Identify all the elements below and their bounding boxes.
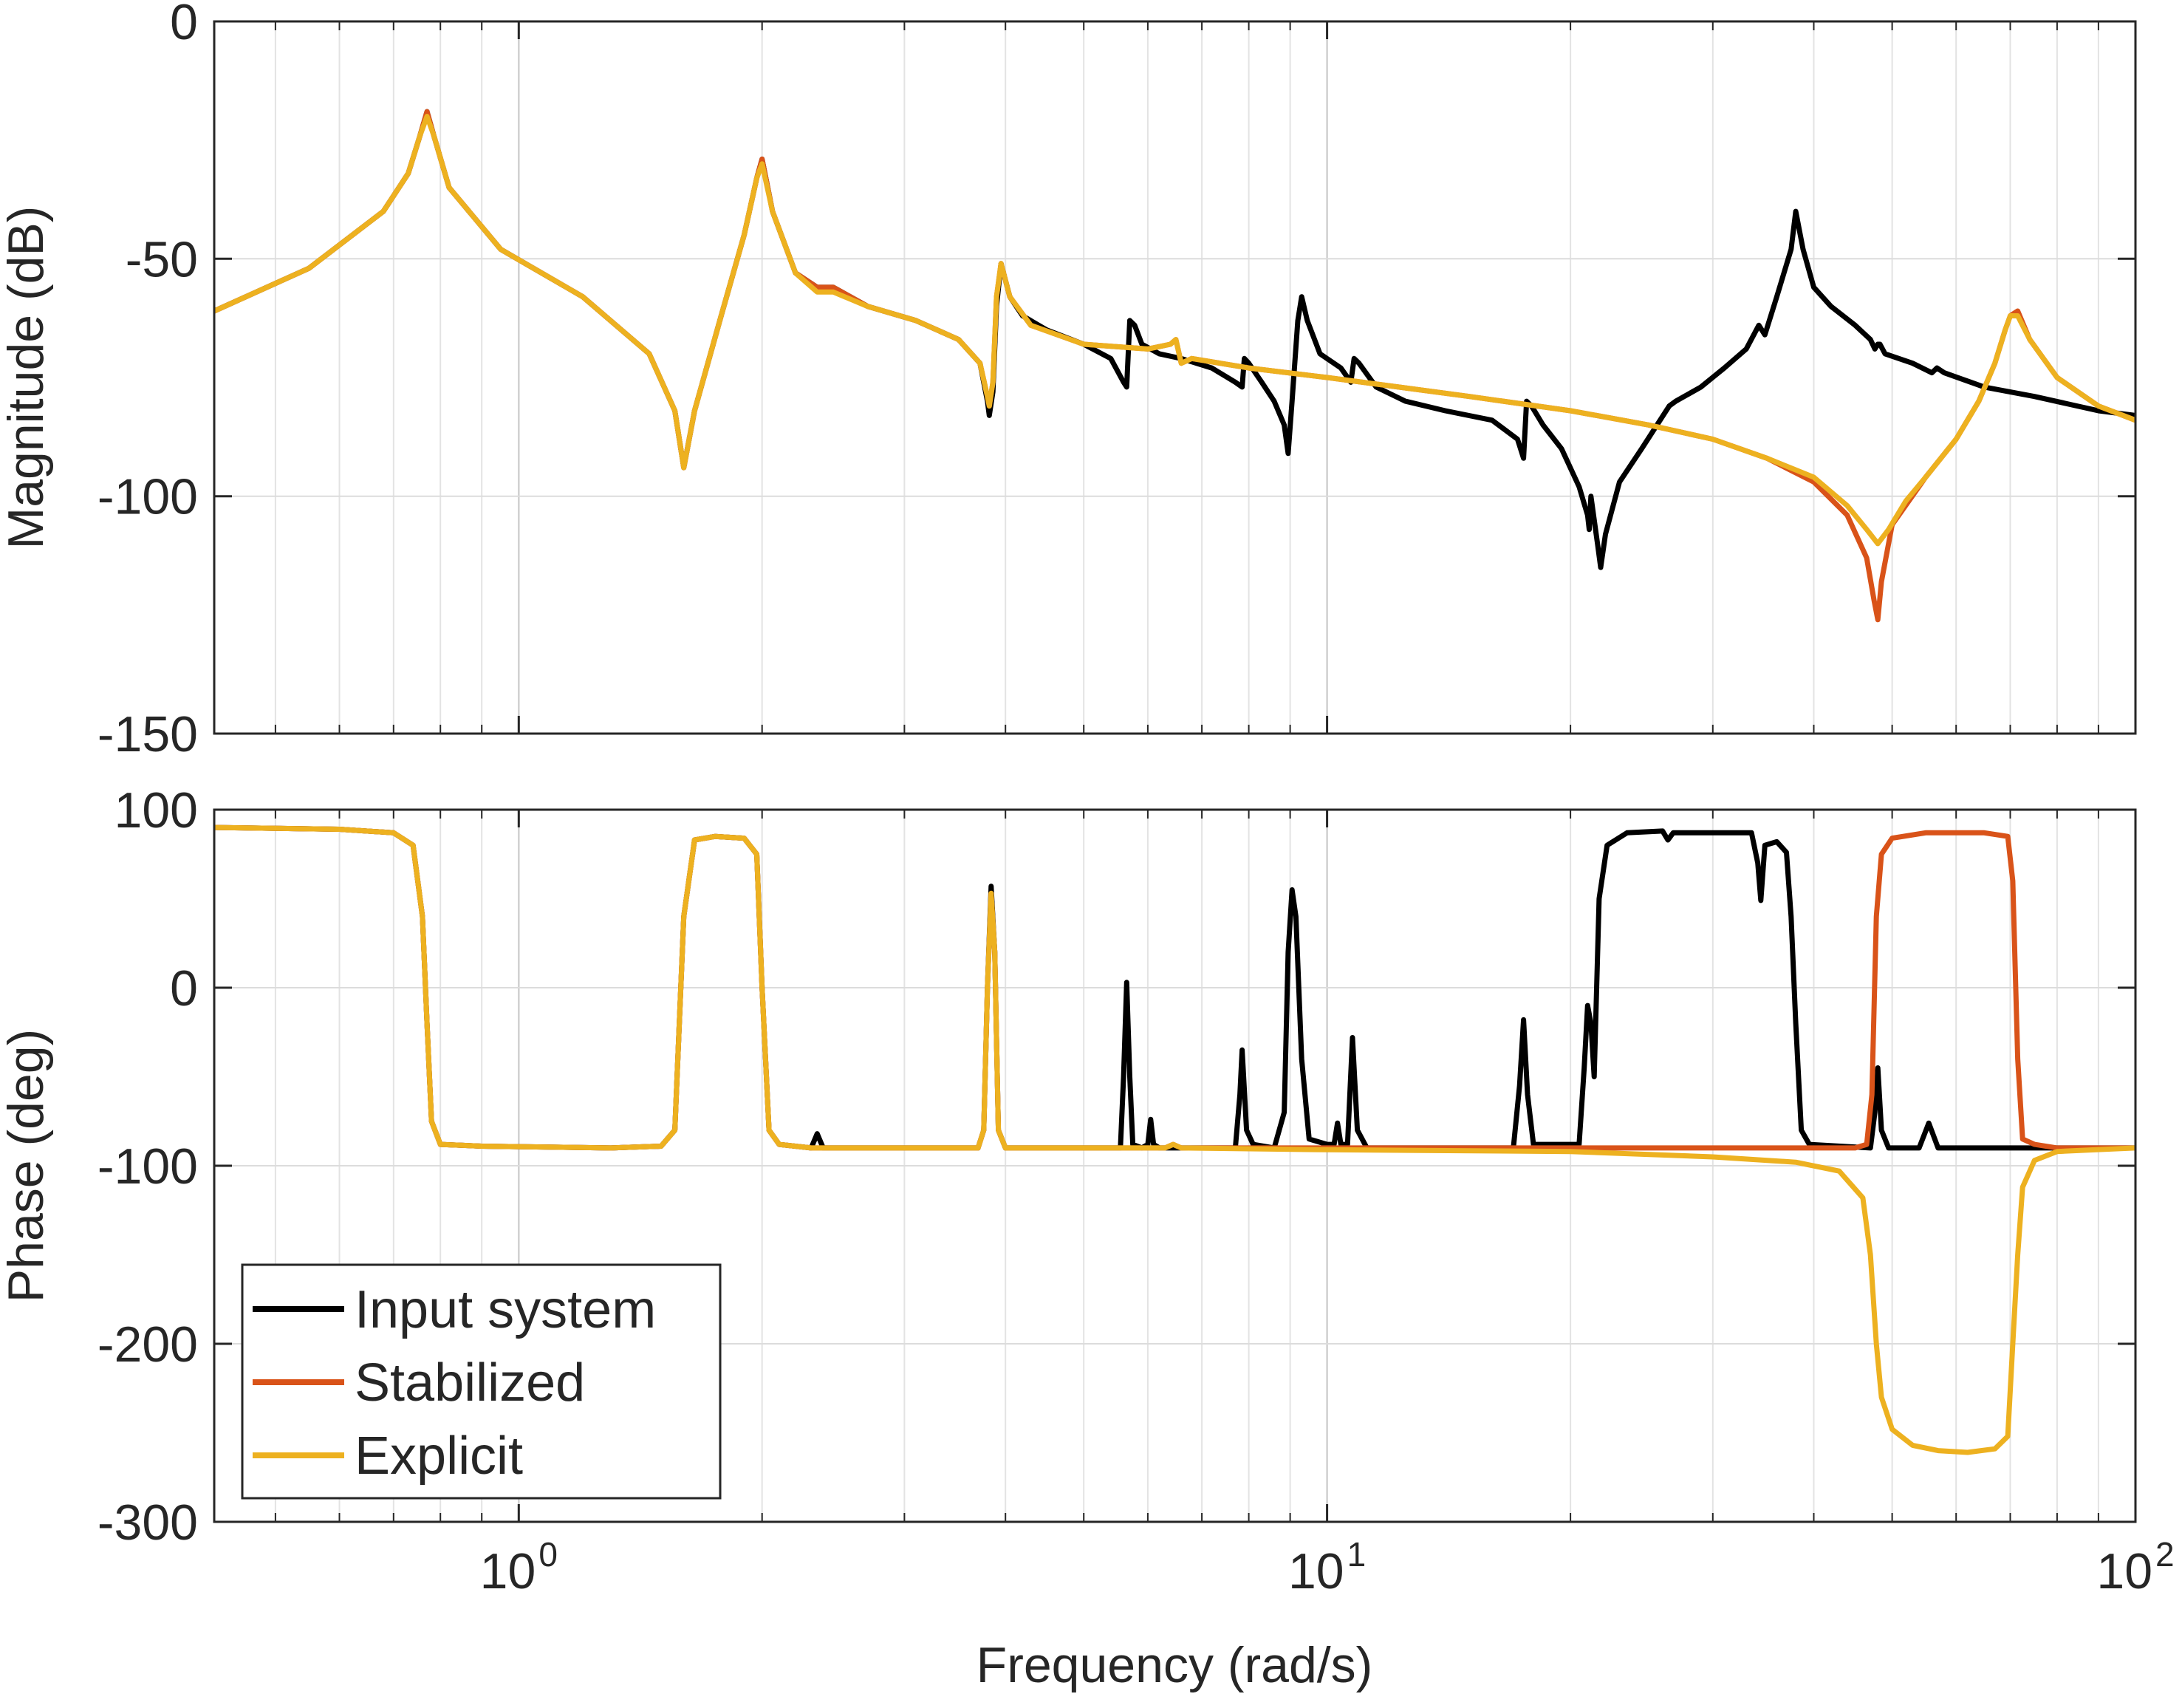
phase-lines <box>214 824 2135 1455</box>
legend-label-input-system: Input system <box>355 1280 656 1339</box>
magnitude-lines <box>214 109 2135 623</box>
phase-ticks <box>214 808 2137 1523</box>
phase-ytick-label: -300 <box>98 1494 198 1551</box>
magnitude-ytick-label: -150 <box>98 706 198 762</box>
phase-ylabel: Phase (deg) <box>0 1029 54 1302</box>
magnitude-ytick-labels: 0 -50 -100 -150 <box>98 0 198 762</box>
magnitude-ytick-label: -50 <box>126 231 198 287</box>
legend-label-stabilized: Stabilized <box>355 1353 585 1412</box>
legend-item-input-system: Input system <box>253 1280 656 1339</box>
phase-ytick-label: 100 <box>114 782 198 838</box>
magnitude-plot-background <box>214 21 2135 734</box>
phase-ytick-label: -200 <box>98 1316 198 1373</box>
phase-series-explicit <box>214 824 2135 1455</box>
phase-panel: 100 0 -100 -200 -300 100 101 102 Phase (deg) F… <box>0 782 2175 1693</box>
magnitude-ylabel: Magnitude (dB) <box>0 206 54 550</box>
magnitude-ytick-label: 0 <box>170 0 198 50</box>
phase-ytick-label: 0 <box>170 960 198 1017</box>
xtick-label: 100 <box>480 1535 558 1599</box>
xtick-label: 101 <box>1288 1535 1366 1599</box>
phase-xtick-labels: 100 101 102 <box>480 1535 2175 1599</box>
magnitude-series-explicit <box>214 114 2135 547</box>
phase-ytick-labels: 100 0 -100 -200 -300 <box>98 782 198 1551</box>
xlabel: Frequency (rad/s) <box>977 1637 1373 1693</box>
legend: Input system Stabilized Explicit <box>241 1263 722 1500</box>
legend-item-explicit: Explicit <box>253 1427 523 1486</box>
magnitude-axes-box <box>213 20 2137 735</box>
phase-ytick-label: -100 <box>98 1138 198 1195</box>
magnitude-ticks <box>214 20 2137 735</box>
xtick-label: 102 <box>2096 1535 2174 1599</box>
legend-label-explicit: Explicit <box>355 1427 523 1486</box>
magnitude-panel: 0 -50 -100 -150 Magnitude (dB) <box>0 0 2137 762</box>
magnitude-ytick-label: -100 <box>98 469 198 525</box>
legend-item-stabilized: Stabilized <box>253 1353 585 1412</box>
